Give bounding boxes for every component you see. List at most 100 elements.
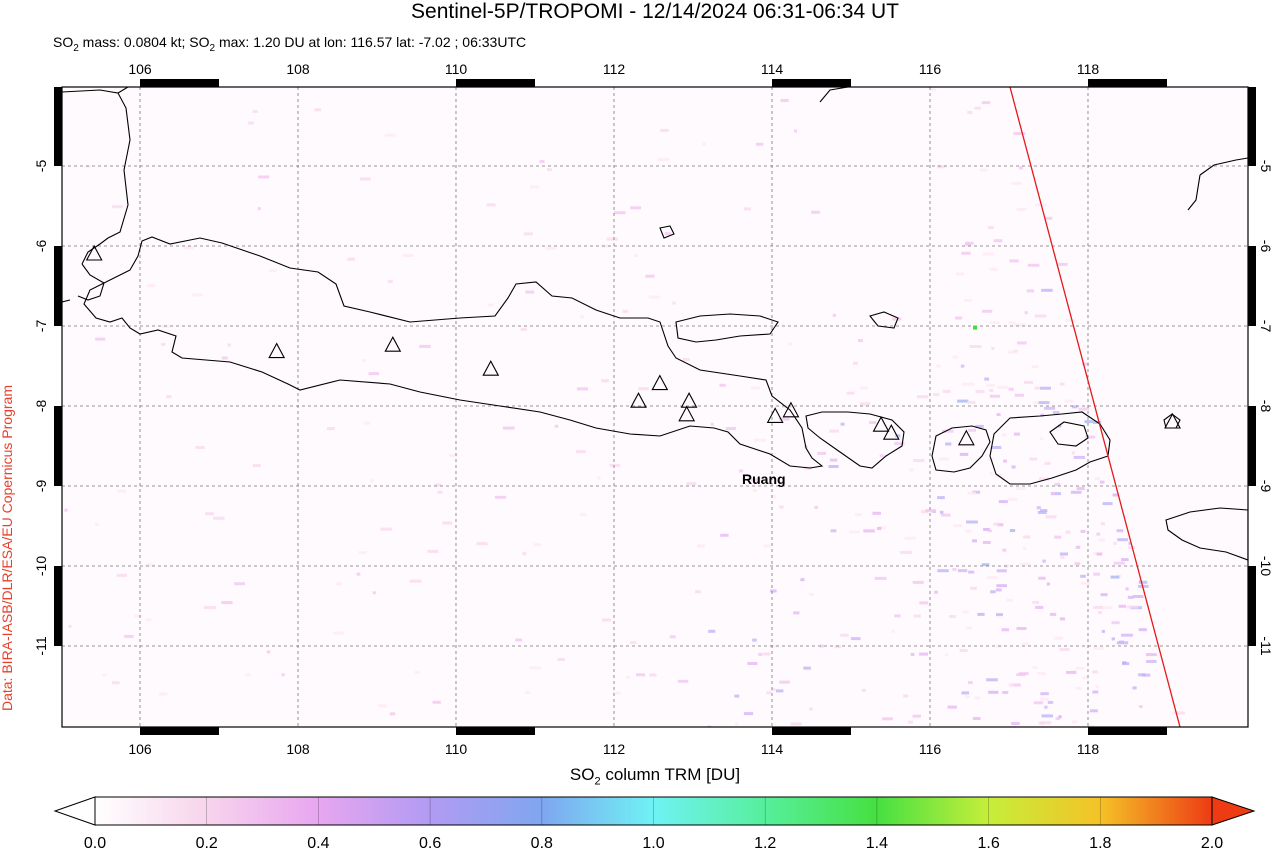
so2-pixel	[861, 688, 866, 692]
so2-pixel	[1128, 541, 1132, 545]
so2-pixel	[378, 704, 388, 708]
so2-pixel	[1092, 670, 1098, 674]
so2-pixel	[166, 395, 172, 399]
so2-pixel	[347, 257, 355, 261]
lon-tick-label: 108	[286, 61, 310, 77]
so2-pixel	[195, 446, 205, 449]
so2-pixel	[1101, 606, 1113, 610]
so2-pixel	[959, 649, 968, 652]
coast-lombok	[931, 425, 991, 473]
so2-pixel	[1059, 552, 1068, 556]
so2-pixel	[1013, 432, 1020, 436]
so2-pixel	[1121, 558, 1129, 562]
lon-tick-label: 118	[1077, 61, 1100, 77]
so2-pixel	[989, 472, 994, 476]
volcano-triangle	[782, 401, 800, 418]
colorbar-tick-label: 0.8	[531, 835, 553, 852]
so2-pixel	[1065, 530, 1071, 534]
so2-pixel	[409, 579, 422, 583]
so2-pixel	[205, 512, 214, 516]
lat-labels-right: -5 -6 -7 -8 -9 -10 -11	[1258, 160, 1272, 656]
so2-pixel	[221, 356, 228, 360]
colorbar: 0.0 0.2 0.4 0.6 0.8 1.0 1.2 1.4 1.6 1.8 2.0	[53, 796, 1256, 852]
so2-pixel	[966, 400, 976, 404]
frame-bar-right	[1248, 246, 1256, 326]
lon-tick-label: 112	[603, 61, 626, 77]
so2-pixel	[734, 694, 740, 698]
so2-pixel	[809, 707, 813, 711]
so2-pixel	[1118, 604, 1126, 608]
so2-pixel	[997, 523, 1004, 527]
so2-pixel	[967, 111, 973, 114]
volcano-triangle	[482, 360, 500, 376]
colorbar-tick-label: 1.4	[866, 835, 888, 852]
so2-pixel	[1100, 522, 1106, 526]
so2-pixel	[766, 691, 772, 695]
so2-pixel	[811, 210, 820, 214]
so2-pixel	[707, 725, 712, 727]
volcano-triangle	[85, 244, 103, 261]
so2-pixel	[601, 244, 610, 248]
so2-pixel	[645, 274, 655, 278]
so2-pixel	[1089, 709, 1098, 713]
so2-pixel	[669, 635, 676, 639]
so2-pixel	[686, 482, 697, 486]
so2-pixel	[988, 690, 999, 694]
so2-pixel	[437, 490, 443, 494]
so2-pixel	[989, 394, 1000, 398]
volcano-triangle	[678, 405, 696, 422]
so2-pixel	[933, 393, 940, 397]
so2-pixel	[1092, 690, 1099, 694]
so2-pixel	[252, 110, 258, 113]
lat-tick-label: -5	[1258, 160, 1272, 173]
so2-pixel	[1007, 497, 1018, 501]
coast-sumba	[1165, 507, 1248, 561]
so2-pixel	[1059, 617, 1065, 621]
so2-pixel	[993, 239, 1003, 243]
so2-pixel	[758, 653, 763, 656]
so2-pixel	[191, 293, 203, 297]
lat-tick-label: -5	[33, 160, 49, 173]
so2-pixel	[904, 536, 916, 540]
so2-pixel	[895, 434, 901, 438]
so2-pixel	[998, 500, 1008, 504]
lat-tick-label: -10	[1258, 556, 1272, 576]
volcano-triangle	[680, 392, 698, 408]
volcano-markers	[85, 244, 1181, 446]
so2-pixel	[1085, 435, 1096, 439]
colorbar-tick-label: 0.4	[307, 835, 329, 852]
so2-pixel	[1110, 575, 1120, 579]
volcano-triangle	[882, 424, 900, 440]
so2-pixel	[363, 421, 371, 425]
frame-bar-bottom	[456, 727, 535, 735]
so2-pixel	[636, 673, 646, 677]
so2-pixel	[258, 175, 270, 179]
so2-pixel	[996, 613, 1003, 617]
so2-pixel	[659, 128, 669, 132]
frame-bar-left	[54, 87, 62, 166]
so2-pixel	[1080, 529, 1086, 533]
so2-pixel	[990, 590, 996, 594]
lat-tick-label: -8	[1258, 400, 1272, 413]
so2-pixel	[638, 387, 649, 391]
so2-pixel	[1026, 289, 1035, 293]
so2-pixel	[359, 177, 371, 181]
so2-pixel	[975, 424, 984, 428]
so2-pixel	[601, 379, 609, 383]
frame-bar-right	[1248, 566, 1256, 646]
so2-pixel	[912, 714, 921, 718]
so2-pixel	[982, 252, 994, 256]
colorbar-tick-label: 1.0	[642, 835, 664, 852]
so2-pixel	[476, 542, 488, 546]
map-title: Sentinel-5P/TROPOMI - 12/14/2024 06:31-0…	[411, 0, 899, 23]
lon-tick-label: 108	[286, 741, 310, 757]
so2-pixel	[539, 160, 545, 164]
so2-pixel	[630, 206, 641, 210]
so2-pixel	[1075, 686, 1082, 690]
frame-bar-bottom	[1088, 727, 1167, 735]
so2-pixel	[244, 673, 251, 677]
frame-bar-left	[54, 246, 62, 326]
so2-pixel	[248, 121, 254, 125]
so2-pixel	[938, 457, 950, 461]
so2-pixel	[753, 489, 757, 492]
